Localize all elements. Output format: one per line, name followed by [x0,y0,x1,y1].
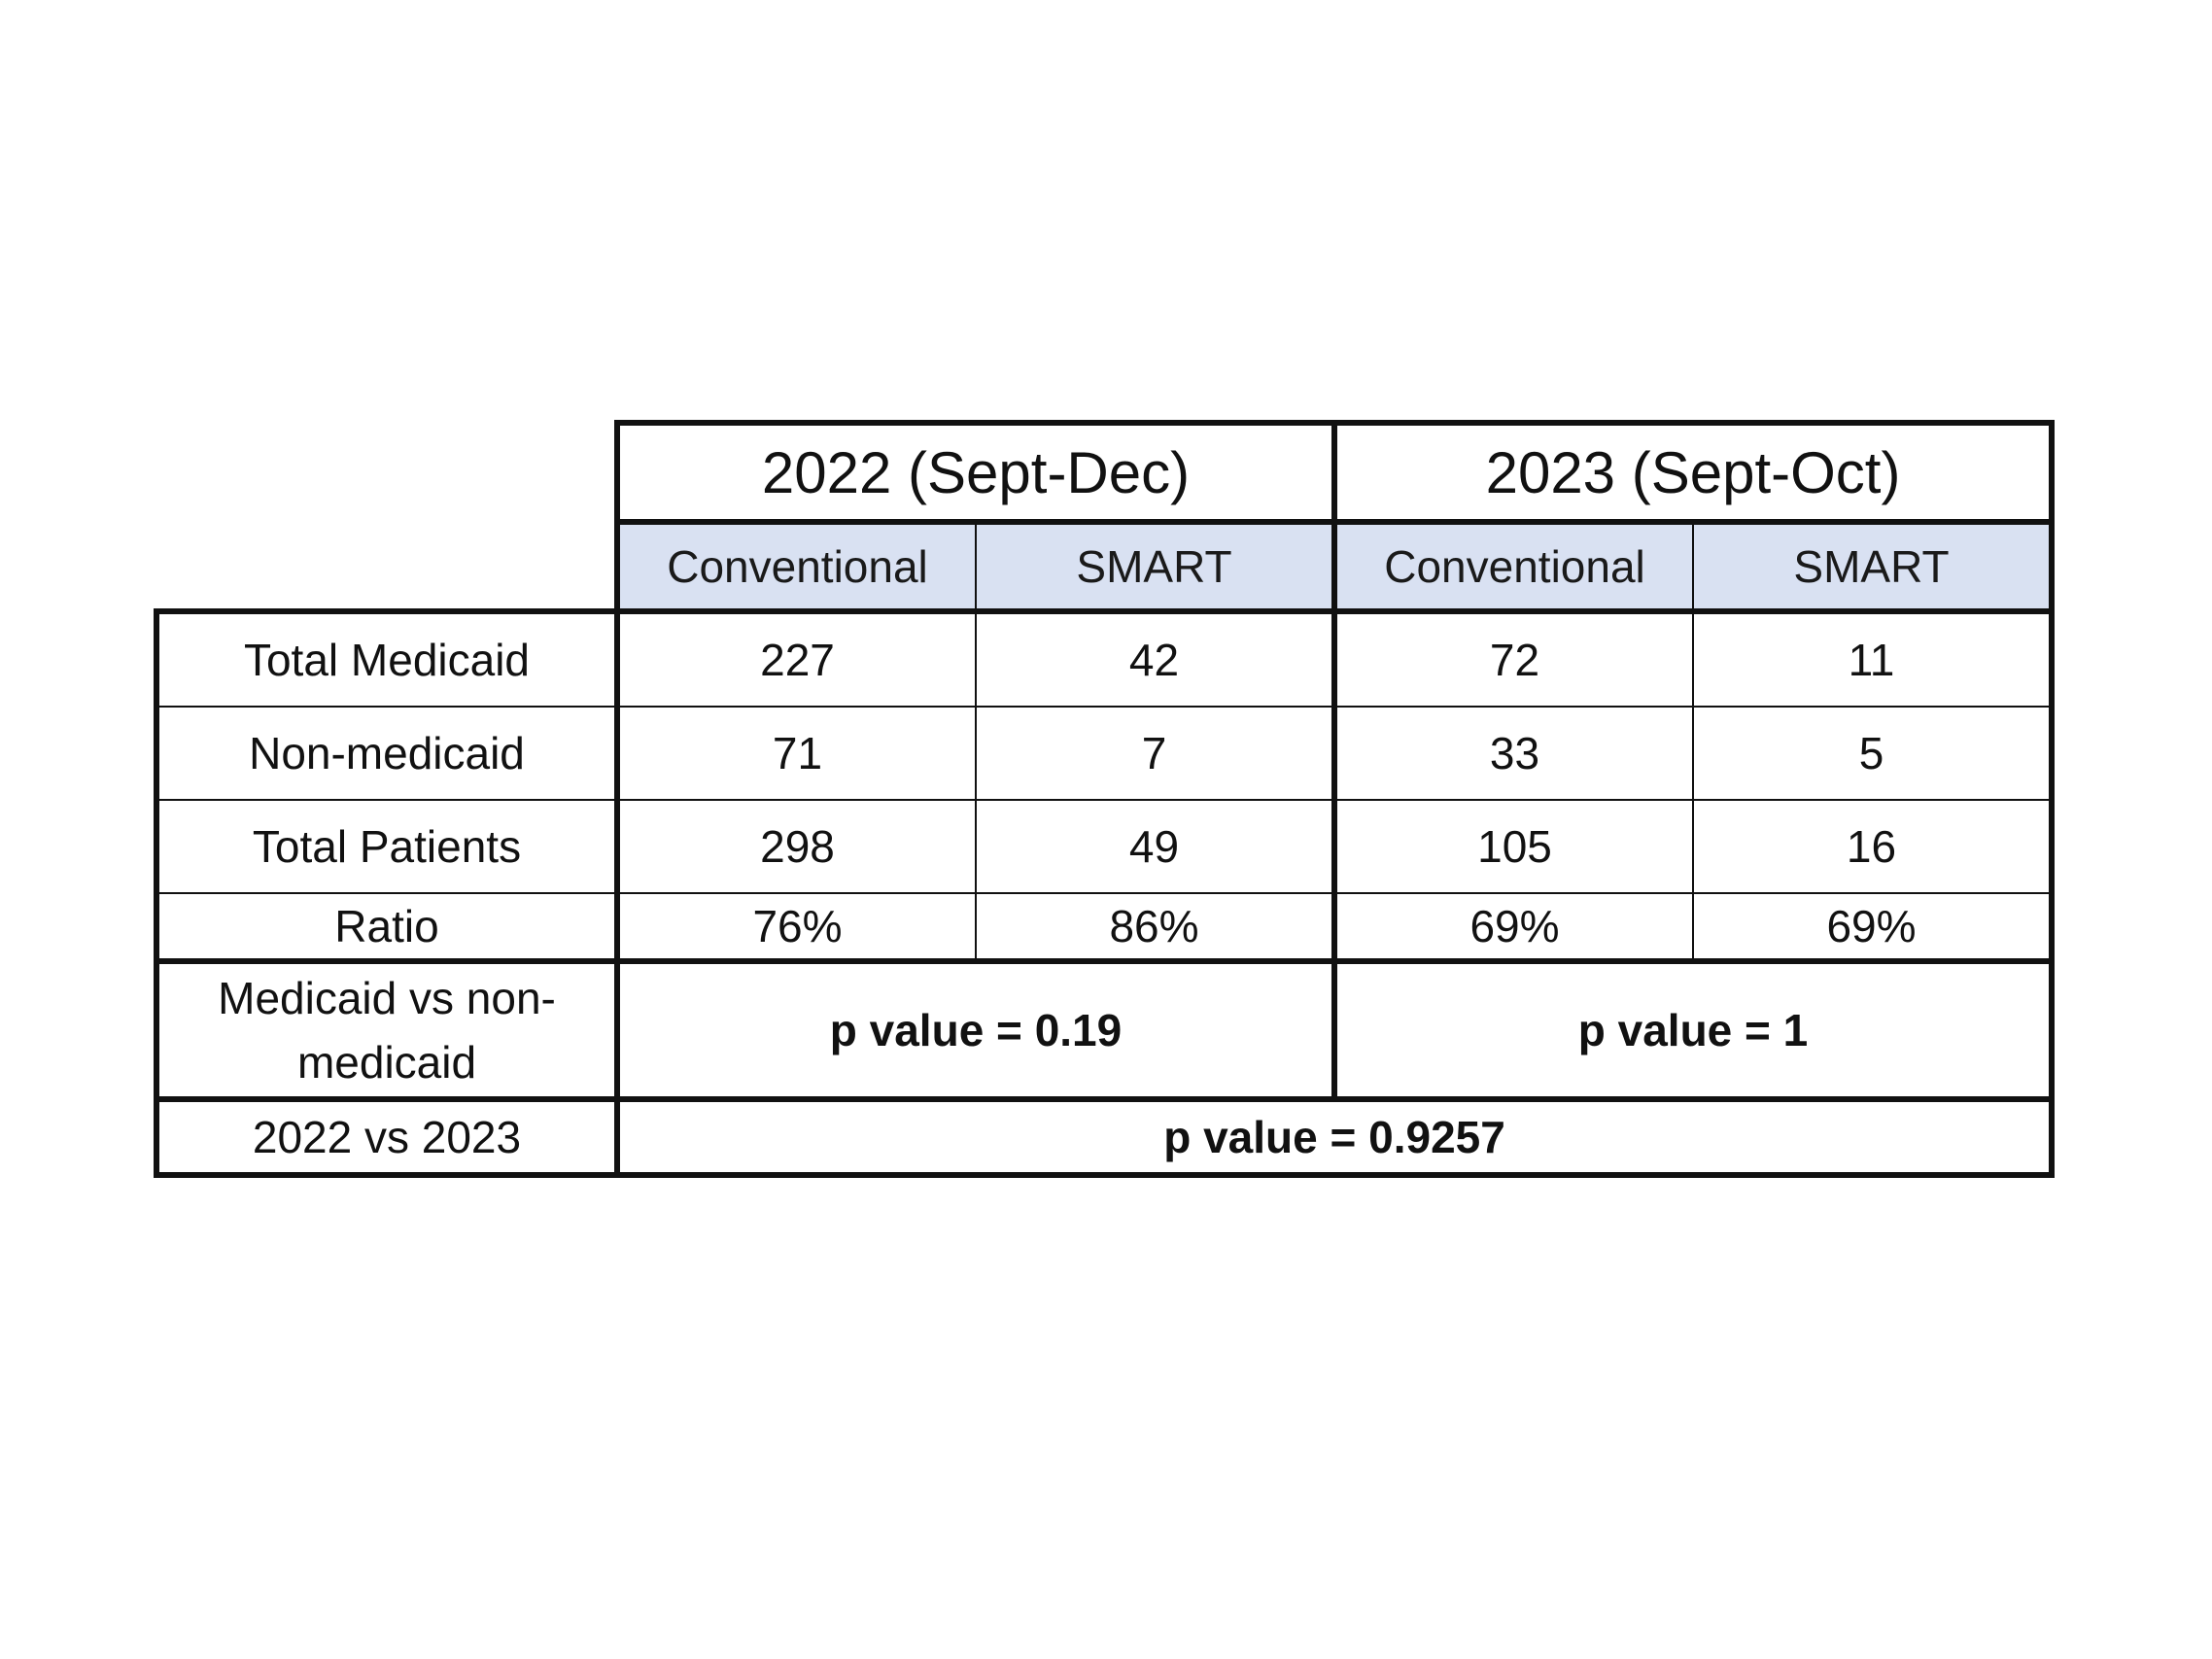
cell-value: 72 [1331,608,1694,708]
cell-value: 71 [614,706,977,801]
cell-value: 16 [1691,799,2056,894]
cell-value: 298 [614,799,977,894]
cell-value: 33 [1331,706,1694,801]
subheader-2023-smart: SMART [1691,521,2056,614]
cell-value: 227 [614,608,977,708]
p-value-2023: p value = 1 [1331,958,2056,1102]
cell-value: 42 [975,608,1337,708]
table-row: Ratio 76% 86% 69% 69% [154,892,2056,964]
period-header-2023: 2023 (Sept-Oct) [1331,420,2056,525]
cell-value: 86% [975,892,1337,964]
subheader-2023-conventional: Conventional [1331,521,1694,614]
p-value-2022: p value = 0.19 [614,958,1337,1102]
row-label-total-patients: Total Patients [154,799,620,894]
cell-value: 76% [614,892,977,964]
row-label-non-medicaid: Non-medicaid [154,706,620,801]
period-header-row: 2022 (Sept-Dec) 2023 (Sept-Oct) [156,420,2056,525]
cell-value: 69% [1331,892,1694,964]
cell-value: 11 [1691,608,2056,708]
cell-value: 69% [1691,892,2056,964]
medicaid-comparison-row: Medicaid vs non-medicaid p value = 0.19 … [154,958,2056,1102]
row-label-total-medicaid: Total Medicaid [154,608,620,708]
treatment-header-row: Conventional SMART Conventional SMART [156,521,2056,614]
cell-value: 7 [975,706,1337,801]
table-row: Total Patients 298 49 105 16 [154,799,2056,894]
medicaid-comparison-table-container: 2022 (Sept-Dec) 2023 (Sept-Oct) Conventi… [154,420,2056,1178]
cell-value: 49 [975,799,1337,894]
empty-corner-cell [156,423,617,522]
year-comparison-row: 2022 vs 2023 p value = 0.9257 [154,1096,2056,1178]
cell-value: 105 [1331,799,1694,894]
medicaid-comparison-table: 2022 (Sept-Dec) 2023 (Sept-Oct) Conventi… [154,420,2056,1178]
cell-value: 5 [1691,706,2056,801]
subheader-2022-conventional: Conventional [614,521,977,614]
table-row: Total Medicaid 227 42 72 11 [154,608,2056,708]
row-label-ratio: Ratio [154,892,620,964]
empty-label-cell [156,522,617,612]
subheader-2022-smart: SMART [975,521,1337,614]
period-header-2022: 2022 (Sept-Dec) [614,420,1337,525]
p-value-year-comparison: p value = 0.9257 [613,1096,2056,1178]
table-row: Non-medicaid 71 7 33 5 [154,706,2056,801]
row-label-2022-vs-2023: 2022 vs 2023 [154,1096,620,1178]
row-label-medicaid-vs-non-medicaid: Medicaid vs non-medicaid [154,958,620,1102]
